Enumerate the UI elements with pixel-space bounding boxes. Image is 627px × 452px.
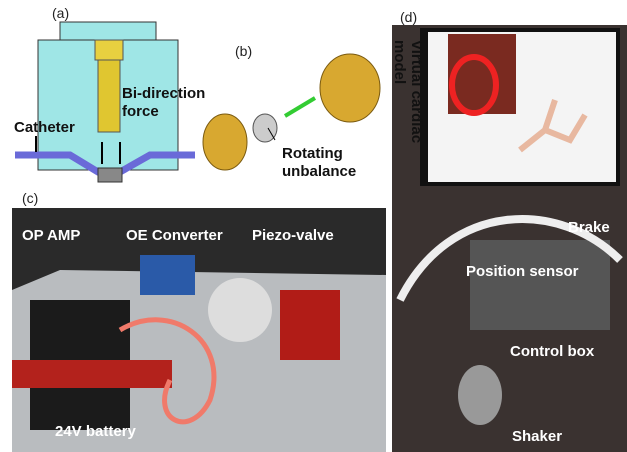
bowl bbox=[208, 278, 272, 342]
annotation: Brake bbox=[568, 219, 610, 236]
figure: (a) Catheter Bi-direction force (b) Rota… bbox=[0, 0, 627, 452]
annotation: Control box bbox=[510, 343, 595, 360]
annotation: OP AMP bbox=[22, 227, 80, 244]
annotation: Shaker bbox=[512, 428, 562, 445]
panel-label: (b) bbox=[235, 43, 252, 59]
panel-d: (d) Virtual cardiac model Brake Position… bbox=[391, 9, 627, 452]
annotation: Bi-direction bbox=[122, 85, 205, 102]
annotation: Virtual cardiac bbox=[408, 40, 425, 143]
annotation: Position sensor bbox=[466, 263, 579, 280]
annotation: unbalance bbox=[282, 163, 356, 180]
valve bbox=[280, 290, 340, 360]
disc bbox=[320, 54, 380, 122]
annotation: force bbox=[122, 103, 159, 120]
piston-head bbox=[95, 40, 123, 60]
disc bbox=[203, 114, 247, 170]
panel-label: (c) bbox=[22, 190, 38, 206]
panel-b: (b) Rotating unbalance bbox=[203, 43, 380, 180]
board bbox=[140, 255, 195, 295]
annotation: Rotating bbox=[282, 145, 343, 162]
shaker bbox=[458, 365, 502, 425]
shaft bbox=[285, 98, 315, 116]
actuator bbox=[98, 168, 122, 182]
panel-label: (d) bbox=[400, 9, 417, 25]
annotation: Catheter bbox=[14, 119, 75, 136]
panel-c: (c) OP AMP OE Converter Piezo-valve 24V … bbox=[12, 190, 386, 452]
panel-a: (a) Catheter Bi-direction force bbox=[14, 5, 205, 182]
annotation: Piezo-valve bbox=[252, 227, 334, 244]
panel-label: (a) bbox=[52, 5, 69, 21]
annotation: model bbox=[391, 40, 408, 84]
strap bbox=[12, 360, 172, 388]
annotation: 24V battery bbox=[55, 423, 137, 440]
mold-top bbox=[60, 22, 156, 40]
annotation: OE Converter bbox=[126, 227, 223, 244]
control-box bbox=[470, 240, 610, 330]
